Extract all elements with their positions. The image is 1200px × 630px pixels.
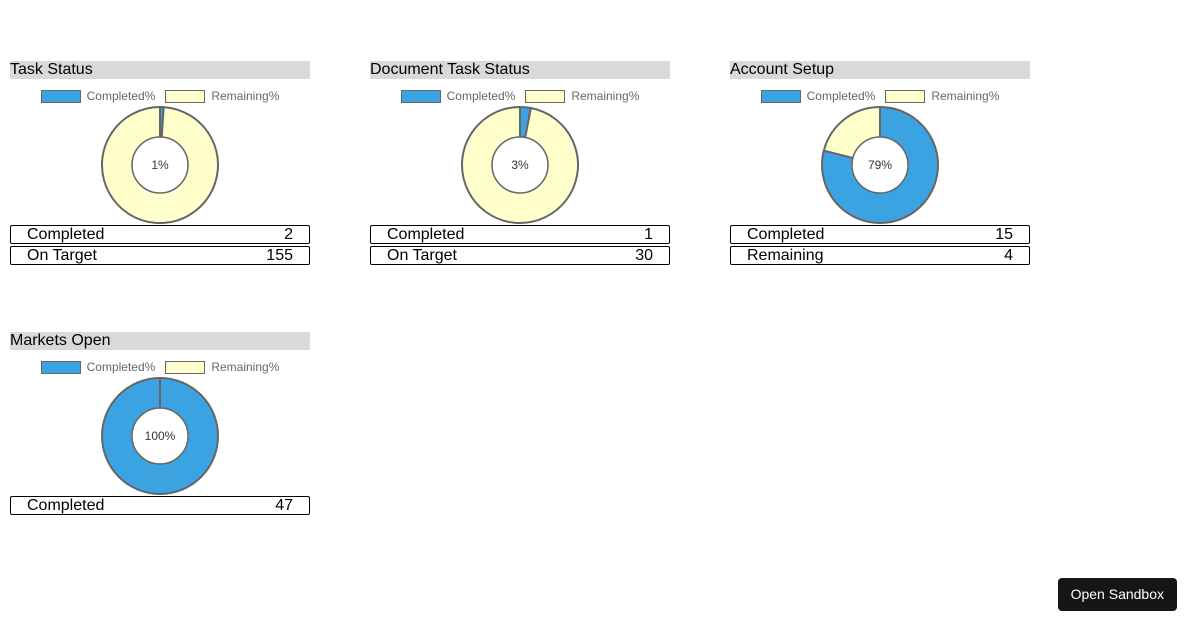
chart-card-document-task-status: Document Task Status Completed% Remainin… bbox=[370, 61, 670, 267]
stat-row: On Target 30 bbox=[370, 246, 670, 265]
legend-swatch-completed bbox=[40, 89, 81, 103]
stat-value: 30 bbox=[635, 247, 653, 264]
legend-swatch-completed bbox=[760, 89, 801, 103]
donut-center-label: 79% bbox=[868, 158, 892, 172]
donut-hole bbox=[131, 136, 189, 194]
stat-value: 2 bbox=[284, 226, 293, 243]
legend-swatch-remaining bbox=[165, 360, 206, 374]
legend-label: Remaining% bbox=[211, 89, 280, 103]
legend-swatch-remaining bbox=[165, 89, 206, 103]
chart-legend: Completed% Remaining% bbox=[370, 88, 670, 104]
stat-row: Completed 15 bbox=[730, 225, 1030, 244]
legend-label: Completed% bbox=[86, 89, 156, 103]
donut-chart: 100% bbox=[10, 376, 310, 496]
stat-label: Remaining bbox=[747, 247, 824, 264]
chart-title: Account Setup bbox=[730, 61, 1030, 79]
donut-hole bbox=[131, 407, 189, 465]
donut-chart: 3% bbox=[370, 105, 670, 225]
donut-center-label: 100% bbox=[145, 429, 176, 443]
chart-legend: Completed% Remaining% bbox=[10, 88, 310, 104]
stats-list: Completed 47 bbox=[10, 496, 310, 515]
legend-label: Completed% bbox=[806, 89, 876, 103]
chart-title: Document Task Status bbox=[370, 61, 670, 79]
chart-legend: Completed% Remaining% bbox=[10, 359, 310, 375]
legend-swatch-remaining bbox=[885, 89, 926, 103]
donut-svg: 79% bbox=[821, 105, 939, 224]
stat-value: 1 bbox=[644, 226, 653, 243]
donut-hole bbox=[491, 136, 549, 194]
stat-label: Completed bbox=[747, 226, 825, 243]
donut-center-label: 3% bbox=[511, 158, 529, 172]
stats-list: Completed 15 Remaining 4 bbox=[730, 225, 1030, 265]
stat-value: 47 bbox=[275, 497, 293, 514]
stat-label: On Target bbox=[387, 247, 457, 264]
stat-label: Completed bbox=[27, 226, 105, 243]
legend-item-remaining: Remaining% bbox=[165, 89, 279, 103]
open-sandbox-button[interactable]: Open Sandbox bbox=[1057, 578, 1177, 611]
legend-item-remaining: Remaining% bbox=[165, 360, 279, 374]
chart-legend: Completed% Remaining% bbox=[730, 88, 1030, 104]
legend-label: Remaining% bbox=[931, 89, 1000, 103]
donut-chart: 1% bbox=[10, 105, 310, 225]
legend-swatch-completed bbox=[40, 360, 81, 374]
chart-card-markets-open: Markets Open Completed% Remaining% 100% … bbox=[10, 332, 310, 517]
legend-item-completed: Completed% bbox=[760, 89, 876, 103]
stat-row: Completed 47 bbox=[10, 496, 310, 515]
chart-title: Task Status bbox=[10, 61, 310, 79]
stat-label: Completed bbox=[387, 226, 465, 243]
donut-svg: 1% bbox=[101, 105, 219, 224]
stat-value: 15 bbox=[995, 226, 1013, 243]
legend-item-remaining: Remaining% bbox=[885, 89, 999, 103]
donut-center-label: 1% bbox=[151, 158, 169, 172]
legend-swatch-remaining bbox=[525, 89, 566, 103]
stat-value: 155 bbox=[266, 247, 293, 264]
legend-label: Completed% bbox=[446, 89, 516, 103]
legend-label: Remaining% bbox=[571, 89, 640, 103]
legend-item-remaining: Remaining% bbox=[525, 89, 639, 103]
stats-list: Completed 2 On Target 155 bbox=[10, 225, 310, 265]
donut-svg: 3% bbox=[461, 105, 579, 224]
legend-item-completed: Completed% bbox=[40, 360, 156, 374]
stat-row: Remaining 4 bbox=[730, 246, 1030, 265]
stat-row: Completed 2 bbox=[10, 225, 310, 244]
stat-label: On Target bbox=[27, 247, 97, 264]
legend-label: Completed% bbox=[86, 360, 156, 374]
donut-hole bbox=[851, 136, 909, 194]
chart-card-account-setup: Account Setup Completed% Remaining% 79% … bbox=[730, 61, 1030, 267]
stat-label: Completed bbox=[27, 497, 105, 514]
legend-swatch-completed bbox=[400, 89, 441, 103]
chart-title: Markets Open bbox=[10, 332, 310, 350]
legend-label: Remaining% bbox=[211, 360, 280, 374]
chart-card-task-status: Task Status Completed% Remaining% 1% Com… bbox=[10, 61, 310, 267]
donut-svg: 100% bbox=[101, 377, 219, 495]
stat-row: On Target 155 bbox=[10, 246, 310, 265]
legend-item-completed: Completed% bbox=[400, 89, 516, 103]
donut-chart: 79% bbox=[730, 105, 1030, 225]
legend-item-completed: Completed% bbox=[40, 89, 156, 103]
stat-row: Completed 1 bbox=[370, 225, 670, 244]
stat-value: 4 bbox=[1004, 247, 1013, 264]
stats-list: Completed 1 On Target 30 bbox=[370, 225, 670, 265]
